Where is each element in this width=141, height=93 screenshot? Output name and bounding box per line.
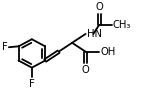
Text: F: F [2, 42, 8, 52]
Text: OH: OH [100, 47, 115, 57]
Text: O: O [95, 2, 103, 12]
Text: CH₃: CH₃ [113, 20, 131, 30]
Text: O: O [82, 65, 89, 75]
Text: F: F [29, 79, 35, 89]
Text: HN: HN [87, 29, 102, 39]
